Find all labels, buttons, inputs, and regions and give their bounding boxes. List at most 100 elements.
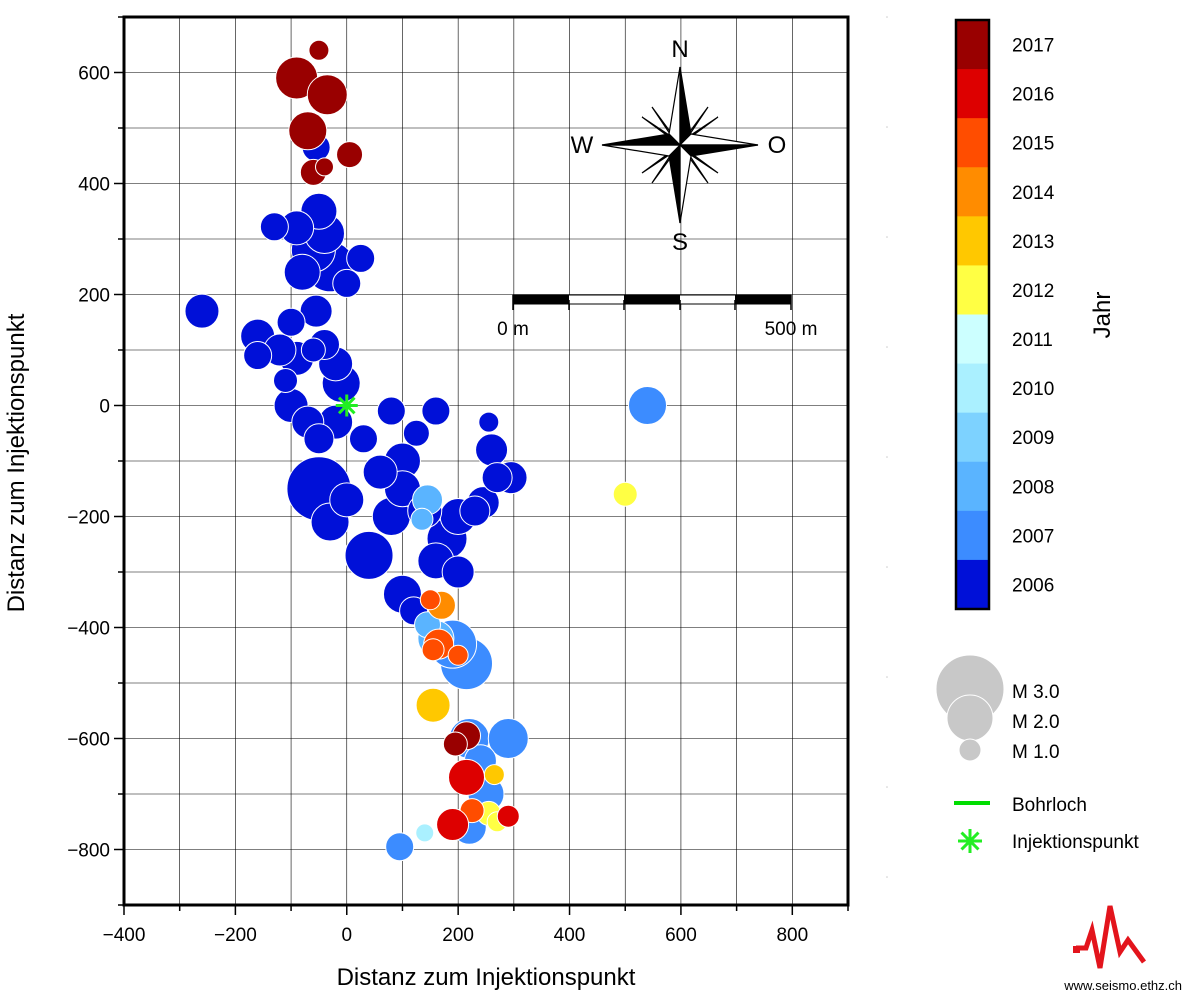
magnitude-legend: M 3.0 M 2.0 M 1.0 [935, 654, 1060, 763]
event-point [288, 111, 328, 151]
event-point [276, 307, 306, 337]
scale-start-label: 0 m [497, 319, 529, 340]
x-axis-title: Distanz zum Injektionspunkt [337, 964, 636, 991]
marker-legend: Bohrloch Injektionspunkt [954, 795, 1139, 853]
event-point [496, 804, 520, 828]
x-tick-label: −200 [214, 925, 257, 946]
colorbar-year-label: 2014 [1012, 183, 1055, 204]
x-tick-labels: −400 −200 0 200 400 600 800 [103, 925, 809, 946]
event-point [612, 481, 638, 507]
colorbar-year-label: 2017 [1012, 36, 1054, 57]
y-tick-label: 0 [99, 397, 110, 418]
y-tick-label: 600 [78, 64, 110, 85]
injektionspunkt-legend-icon [958, 829, 982, 853]
y-tick-label: −800 [67, 841, 110, 862]
colorbar-frame [954, 18, 991, 611]
colorbar-segment [956, 510, 989, 561]
injektionspunkt-legend-label: Injektionspunkt [1012, 832, 1139, 853]
y-tick-label: −400 [67, 619, 110, 640]
event-points [184, 39, 668, 862]
colorbar-year-label: 2016 [1012, 85, 1054, 106]
y-tick-label: −600 [67, 730, 110, 751]
event-point [628, 386, 668, 425]
edge-dots [886, 16, 888, 878]
event-point [441, 555, 475, 589]
swiss-flag-icon [1073, 946, 1080, 953]
colorbar-year-label: 2008 [1012, 477, 1054, 498]
event-point [308, 39, 330, 61]
event-point [332, 268, 362, 298]
legend-label-m1: M 1.0 [1012, 742, 1060, 763]
colorbar-year-label: 2007 [1012, 526, 1054, 547]
event-point [487, 718, 529, 759]
colorbar-year-label: 2011 [1012, 330, 1053, 351]
colorbar-segment [956, 461, 989, 512]
colorbar-year-label: 2015 [1012, 134, 1054, 155]
colorbar-segment [956, 20, 989, 70]
colorbar-segment [956, 69, 989, 119]
bohrloch-legend-label: Bohrloch [1012, 795, 1087, 816]
compass-north-label: N [671, 36, 688, 63]
event-point [442, 731, 468, 757]
colorbar-year-label: 2006 [1012, 575, 1054, 596]
colorbar-segment [956, 216, 989, 266]
legend-circle-m2 [946, 694, 994, 742]
colorbar-segment [956, 118, 989, 168]
event-point [243, 341, 273, 371]
x-tick-label: 200 [442, 925, 474, 946]
event-point [415, 687, 451, 723]
injection-point-marker [335, 394, 358, 417]
y-tick-label: 400 [78, 175, 110, 196]
event-point [362, 454, 398, 490]
colorbar-year-label: 2009 [1012, 428, 1054, 449]
event-point [447, 644, 469, 666]
legend-label-m3: M 3.0 [1012, 682, 1060, 703]
event-point [419, 589, 441, 611]
event-point [336, 141, 364, 169]
event-point [436, 808, 470, 842]
event-point [348, 424, 378, 454]
event-point [184, 293, 220, 329]
event-point [421, 396, 451, 426]
colorbar-labels: 2017 2016 2015 2014 2013 2012 2011 2010 2009 2008… [1012, 36, 1055, 597]
scale-end-label: 500 m [765, 319, 818, 340]
colorbar [956, 20, 989, 610]
event-point [475, 433, 509, 467]
colorbar-year-label: 2012 [1012, 281, 1054, 302]
legend-circle-m1 [958, 738, 982, 762]
compass-south-label: S [672, 229, 688, 256]
x-tick-label: 600 [665, 925, 697, 946]
compass-east-label: O [768, 132, 787, 159]
event-point [273, 368, 299, 394]
event-point [421, 638, 445, 662]
event-point [478, 411, 500, 433]
colorbar-segment [956, 314, 989, 365]
event-point [346, 243, 376, 273]
x-tick-label: 0 [341, 925, 352, 946]
event-point [344, 530, 394, 580]
colorbar-segment [956, 265, 989, 315]
compass-west-label: W [571, 132, 594, 159]
y-axis-title: Distanz zum Injektionspunkt [3, 313, 30, 612]
event-point [448, 758, 486, 796]
x-tick-label: −400 [103, 925, 146, 946]
event-point [415, 823, 435, 843]
event-point [306, 74, 348, 116]
x-tick-label: 800 [776, 925, 808, 946]
colorbar-segment [956, 363, 989, 414]
seismogram-icon [1076, 905, 1147, 969]
seismo-logo: www.seismo.ethz.ch [1063, 905, 1182, 993]
event-point [283, 253, 321, 291]
colorbar-year-label: 2010 [1012, 379, 1054, 400]
legend-label-m2: M 2.0 [1012, 712, 1060, 733]
colorbar-segment [956, 167, 989, 217]
colorbar-year-label: 2013 [1012, 232, 1054, 253]
event-point [314, 157, 334, 177]
axis-ticks [114, 16, 849, 915]
event-point [402, 419, 430, 447]
compass-rose: N S W O [571, 36, 787, 256]
x-tick-label: 400 [554, 925, 586, 946]
colorbar-title: Jahr [1089, 292, 1116, 339]
colorbar-segment [956, 559, 989, 610]
